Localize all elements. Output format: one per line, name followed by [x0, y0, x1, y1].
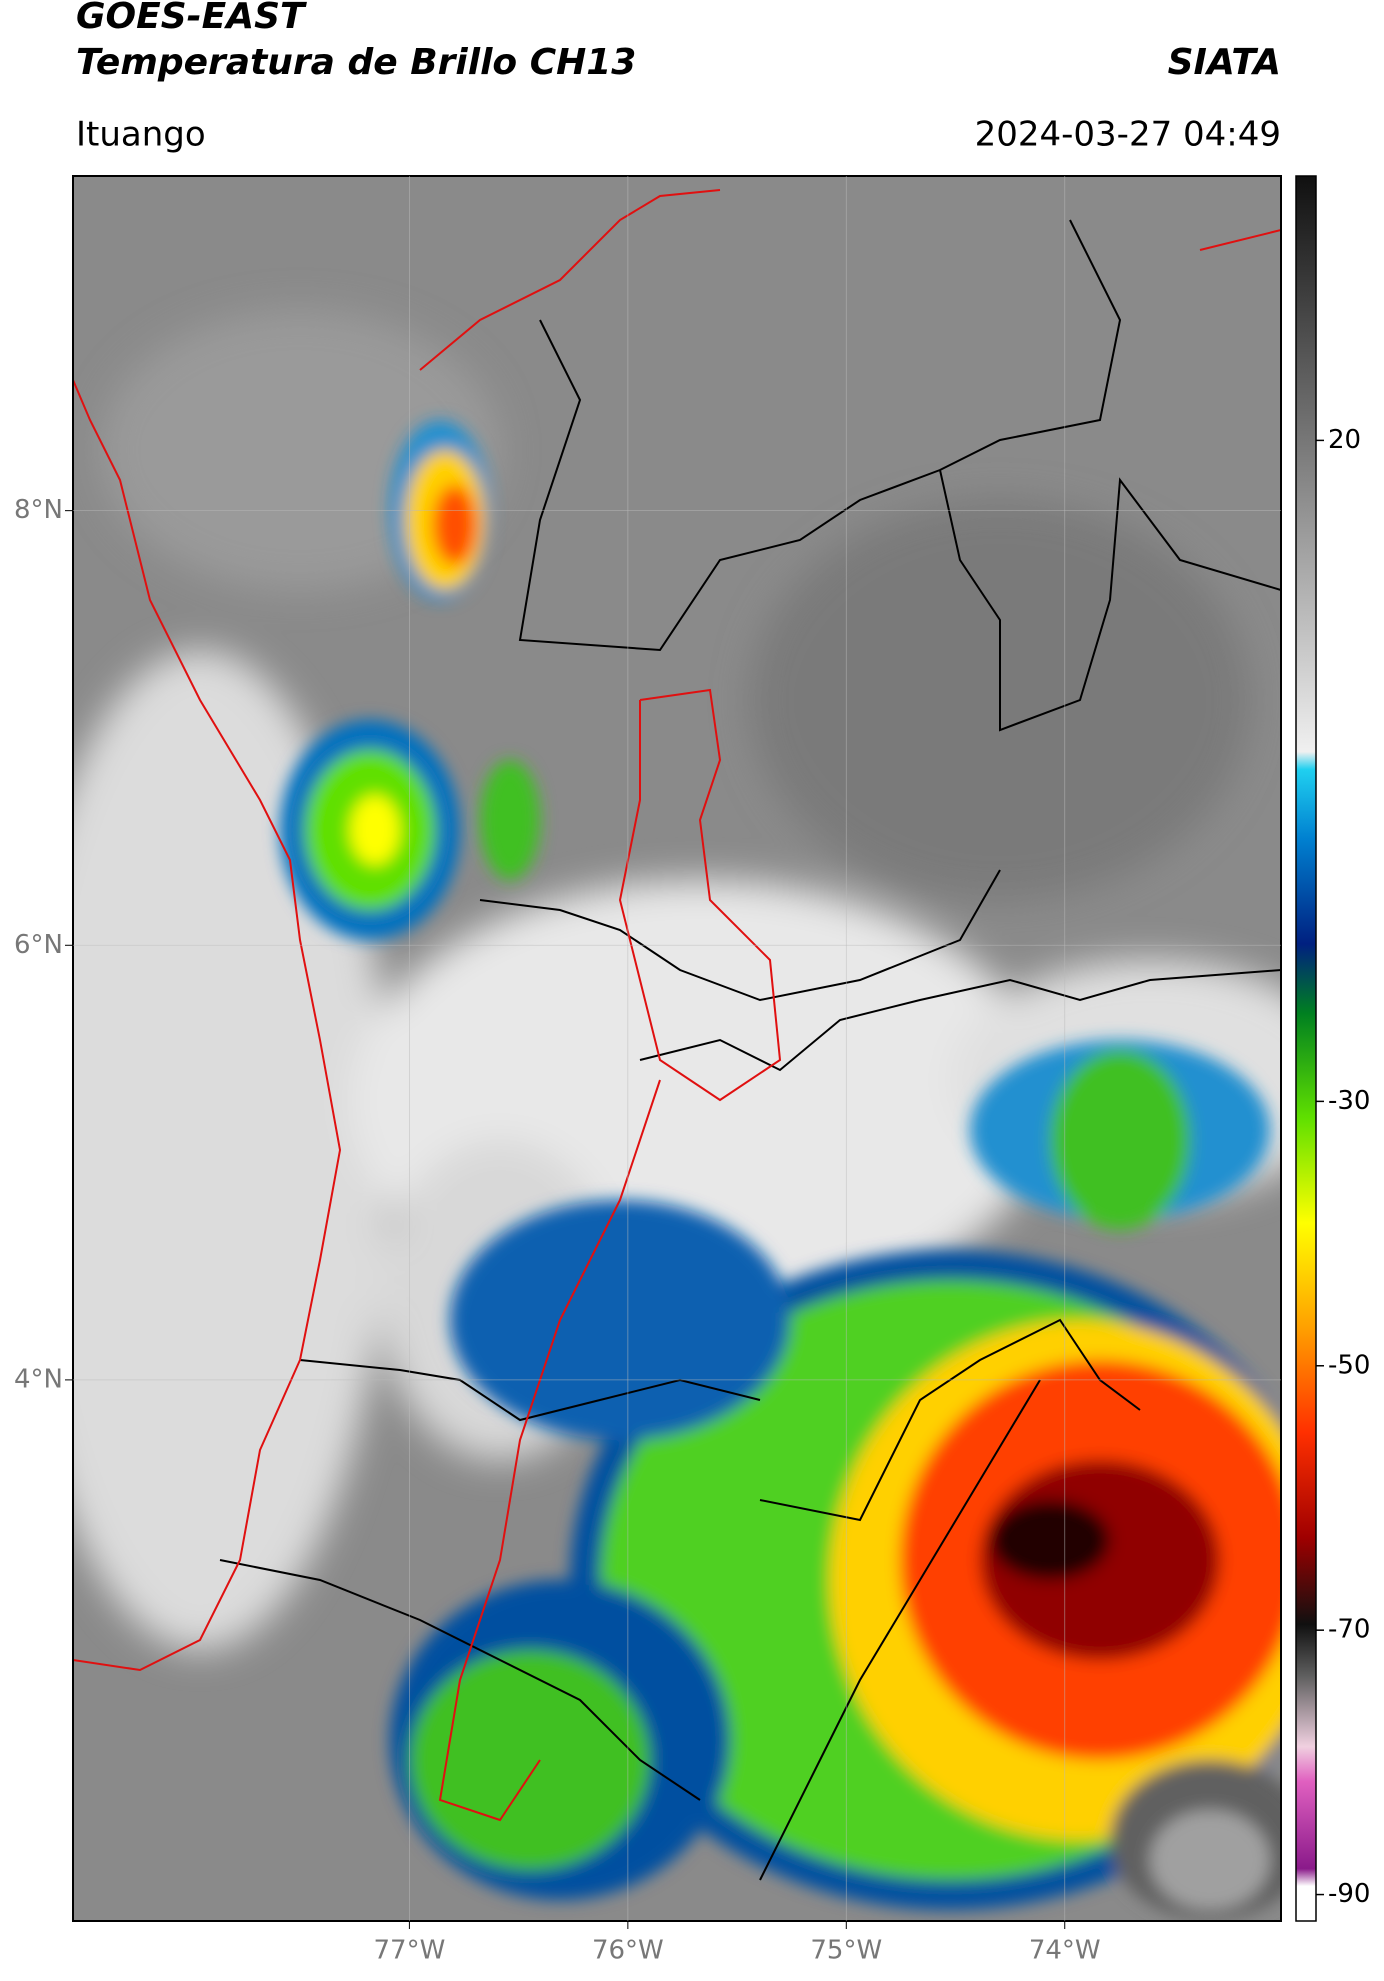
lon-tick-label: 75°W	[810, 1936, 882, 1966]
source: SIATA	[1168, 42, 1281, 83]
lon-tick-label: 77°W	[374, 1936, 446, 1966]
lat-tick-label: 4°N	[14, 1364, 63, 1394]
colorbar-tick-label: 20	[1328, 425, 1361, 455]
title: GOES-EAST	[76, 0, 307, 37]
colorbar-tick-label: -70	[1328, 1615, 1370, 1645]
map-frame	[72, 175, 1282, 1922]
colorbar	[1295, 175, 1317, 1922]
satellite-image	[73, 176, 1281, 1921]
borders	[73, 189, 1281, 1881]
subtitle: Temperatura de Brillo CH13	[76, 42, 636, 83]
lon-tick-label: 74°W	[1029, 1936, 1101, 1966]
lat-tick-label: 8°N	[14, 495, 63, 525]
datetime: 2024-03-27 04:49	[975, 115, 1281, 155]
lon-tick-label: 76°W	[592, 1936, 664, 1966]
colorbar-tick-label: -30	[1328, 1086, 1370, 1116]
colorbar-tick-label: -50	[1328, 1350, 1370, 1380]
colorbar-tick-label: -90	[1328, 1879, 1370, 1909]
location: Ituango	[76, 115, 206, 155]
lat-tick-label: 6°N	[14, 930, 63, 960]
